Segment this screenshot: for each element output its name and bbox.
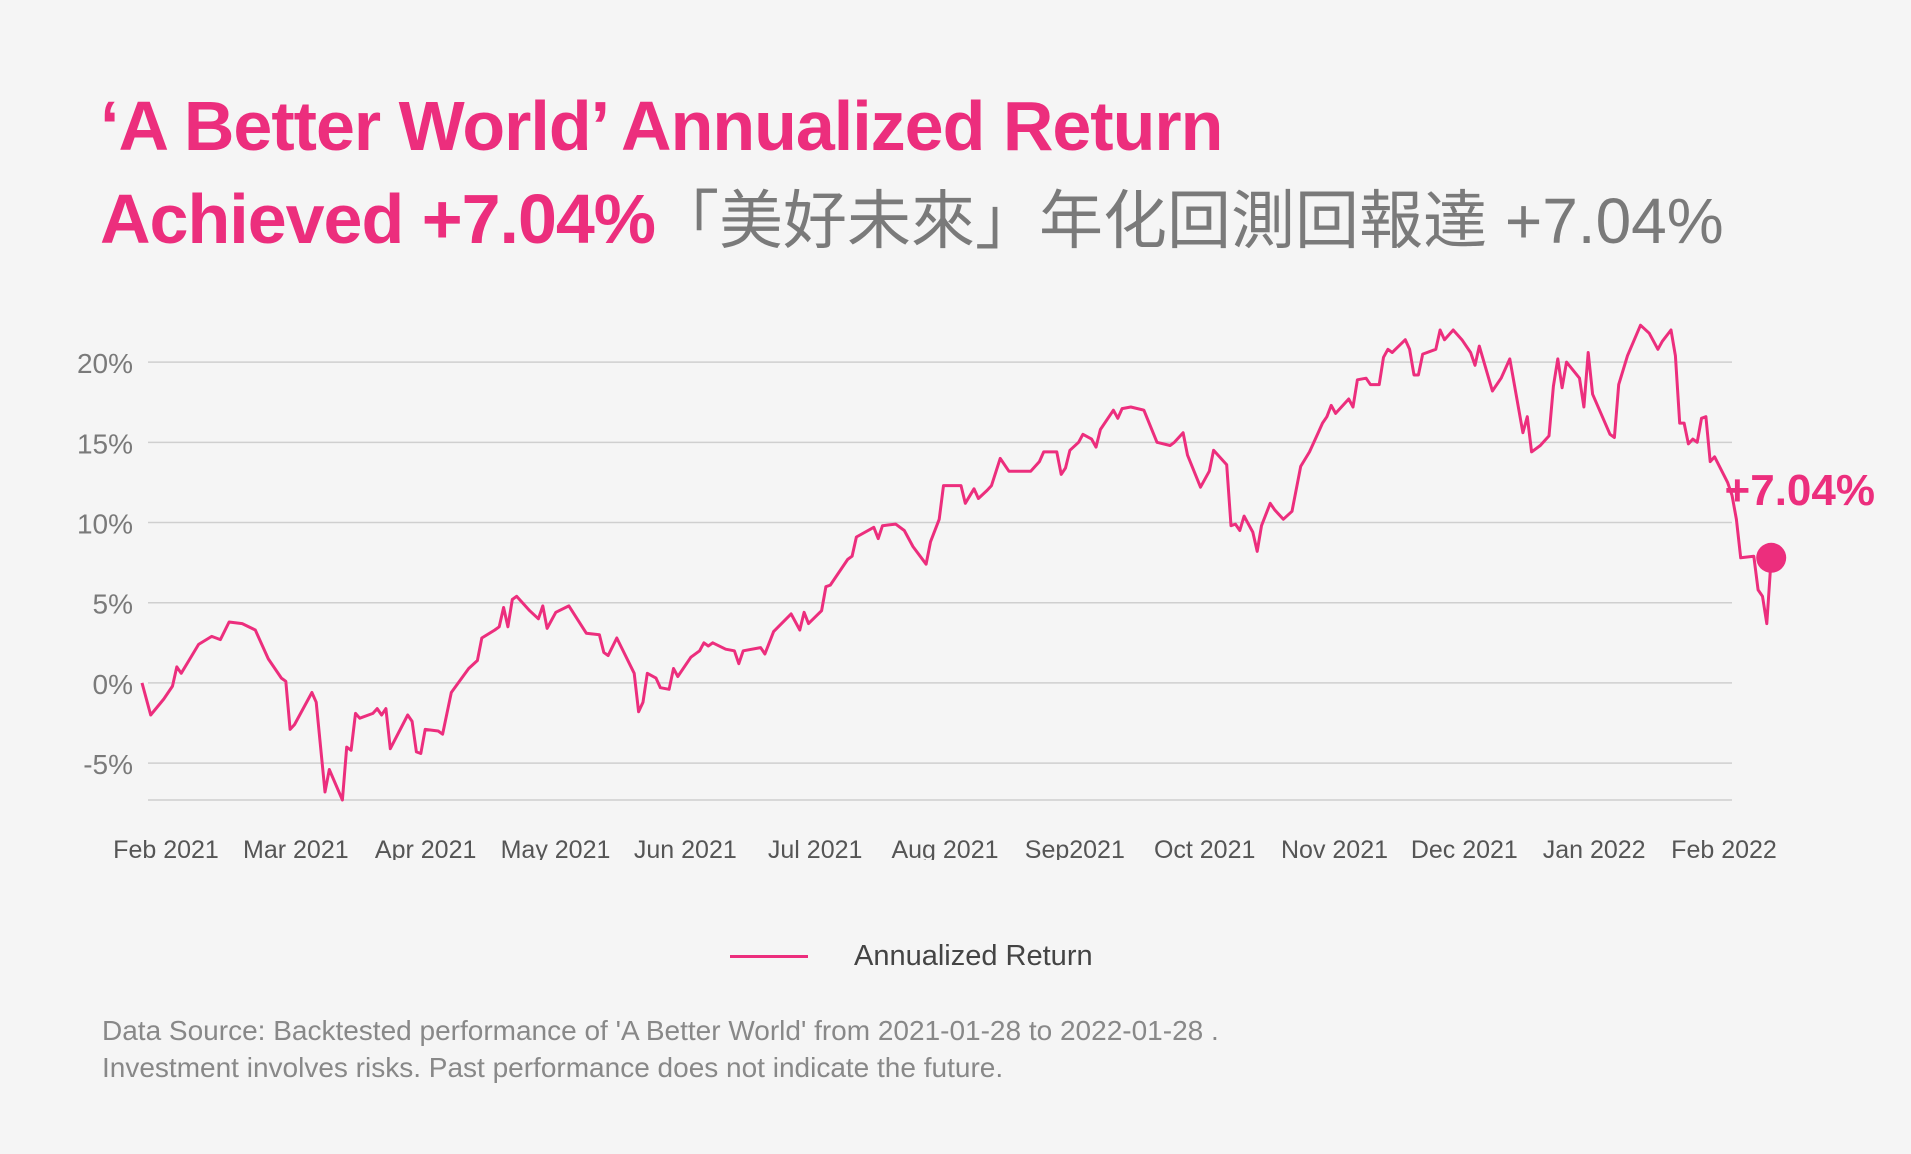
footnote-disclaimer: Investment involves risks. Past performa… — [102, 1052, 1004, 1083]
chart-title-line2: Achieved +7.04%「美好未來」年化回測回報達 +7.04% — [100, 170, 1724, 262]
x-tick-label: Jul 2021 — [768, 836, 863, 860]
x-tick-label: Feb 2021 — [113, 836, 219, 860]
x-tick-label: Aug 2021 — [891, 836, 998, 860]
x-tick-label: Mar 2021 — [243, 836, 349, 860]
legend: Annualized Return — [730, 940, 1093, 973]
chart-title-zh: 「美好未來」年化回測回報達 +7.04% — [655, 185, 1724, 257]
y-tick-label: 0% — [93, 669, 133, 700]
chart-title-line1: ‘A Better World’ Annualized Return — [100, 87, 1223, 165]
footnote: Data Source: Backtested performance of '… — [102, 1012, 1219, 1086]
series-line-annualized-return — [140, 323, 1773, 802]
footnote-source: Data Source: Backtested performance of '… — [102, 1015, 1219, 1046]
x-tick-label: Feb 2022 — [1671, 836, 1777, 860]
x-tick-label: Jun 2021 — [634, 836, 737, 860]
x-tick-label: Oct 2021 — [1154, 836, 1255, 860]
chart-title-en: Achieved +7.04% — [100, 180, 656, 258]
y-tick-label: 15% — [77, 428, 133, 459]
x-tick-label: Nov 2021 — [1281, 836, 1388, 860]
x-tick-label: Apr 2021 — [375, 836, 476, 860]
end-value-label: +7.04% — [1725, 466, 1875, 515]
x-tick-label: Sep2021 — [1025, 836, 1125, 860]
y-tick-label: 20% — [77, 348, 133, 379]
x-tick-label: Jan 2022 — [1543, 836, 1646, 860]
legend-label: Annualized Return — [854, 940, 1093, 972]
line-chart: -5% 0% 5% 10% 15% 20% Feb 2021 Mar 2021 Apr 2021… — [77, 323, 1875, 860]
x-tick-label: Dec 2021 — [1411, 836, 1518, 860]
x-tick-label: May 2021 — [501, 836, 611, 860]
y-tick-label: -5% — [83, 749, 133, 780]
y-tick-label: 5% — [93, 589, 133, 620]
legend-swatch — [730, 955, 808, 958]
end-marker — [1756, 542, 1787, 573]
y-tick-label: 10% — [77, 509, 133, 540]
